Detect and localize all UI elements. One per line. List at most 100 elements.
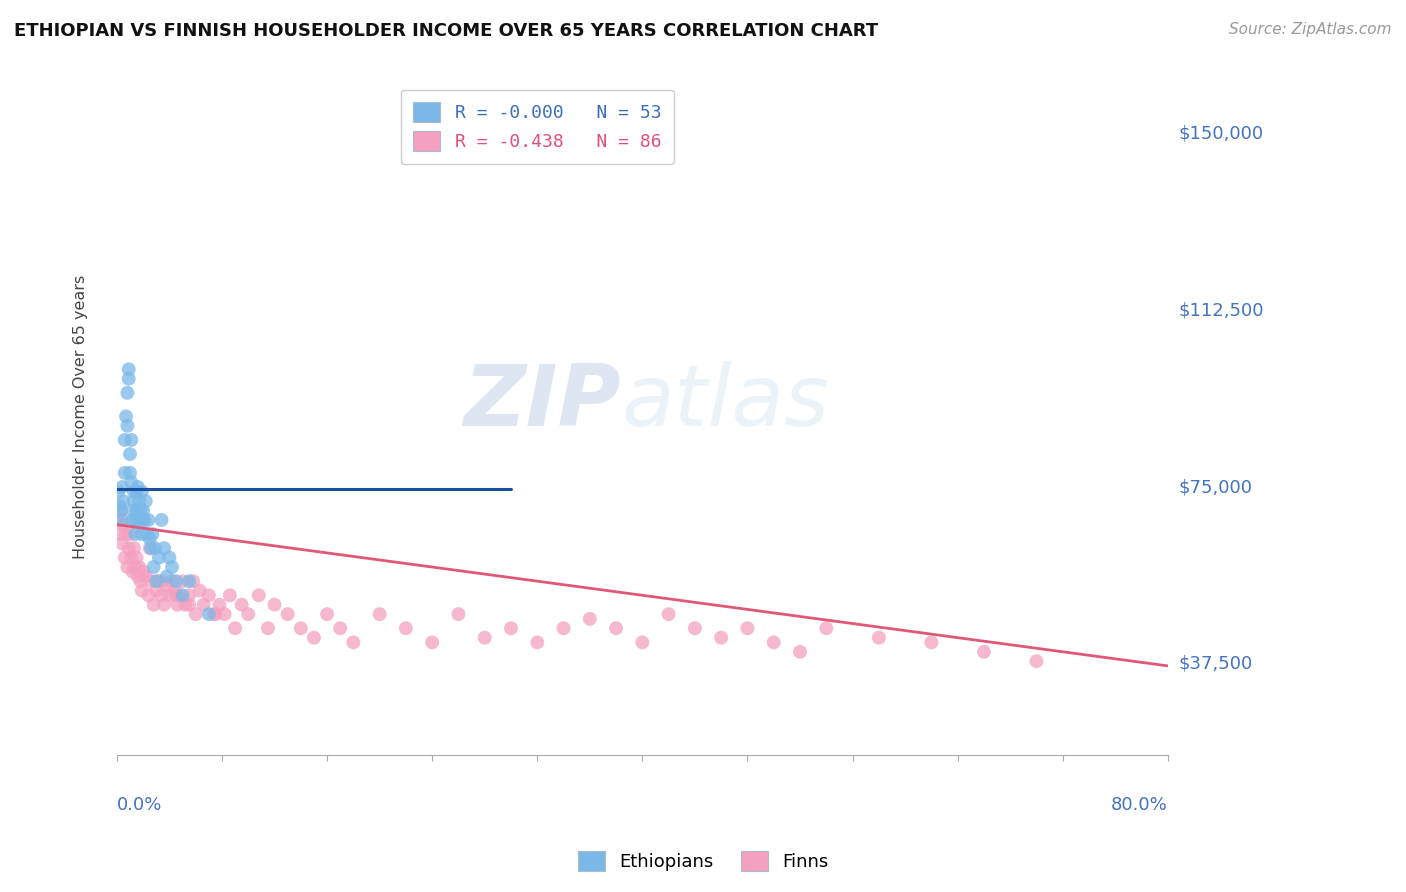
Point	[868, 631, 890, 645]
Point	[737, 621, 759, 635]
Point	[122, 541, 145, 556]
Point	[110, 503, 132, 517]
Point	[138, 532, 160, 546]
Point	[132, 513, 155, 527]
Point	[114, 550, 136, 565]
Text: $112,500: $112,500	[1180, 301, 1264, 319]
Point	[145, 583, 167, 598]
Point	[118, 372, 141, 386]
Point	[125, 550, 148, 565]
Point	[553, 621, 575, 635]
Point	[118, 541, 141, 556]
Point	[179, 574, 201, 589]
Point	[139, 574, 162, 589]
Point	[117, 560, 139, 574]
Point	[107, 513, 129, 527]
Point	[163, 583, 186, 598]
Point	[815, 621, 838, 635]
Point	[110, 503, 132, 517]
Point	[159, 588, 181, 602]
Point	[148, 550, 170, 565]
Point	[131, 484, 153, 499]
Point	[188, 583, 211, 598]
Point	[118, 447, 141, 461]
Point	[129, 503, 152, 517]
Point	[128, 494, 150, 508]
Point	[142, 598, 165, 612]
Point	[107, 484, 129, 499]
Point	[762, 635, 785, 649]
Point	[789, 645, 811, 659]
Point	[156, 579, 179, 593]
Point	[112, 517, 135, 532]
Point	[118, 466, 141, 480]
Text: $75,000: $75,000	[1180, 478, 1253, 496]
Point	[108, 499, 131, 513]
Point	[973, 645, 995, 659]
Point	[114, 433, 136, 447]
Point	[257, 621, 280, 635]
Point	[112, 494, 135, 508]
Point	[631, 635, 654, 649]
Point	[141, 527, 163, 541]
Point	[526, 635, 548, 649]
Point	[120, 475, 142, 490]
Point	[165, 588, 187, 602]
Point	[125, 484, 148, 499]
Point	[145, 574, 167, 589]
Point	[131, 527, 153, 541]
Point	[127, 569, 149, 583]
Point	[121, 503, 143, 517]
Point	[920, 635, 942, 649]
Point	[150, 588, 173, 602]
Point	[218, 588, 240, 602]
Point	[122, 484, 145, 499]
Point	[224, 621, 246, 635]
Point	[118, 527, 141, 541]
Point	[129, 574, 152, 589]
Point	[302, 631, 325, 645]
Point	[231, 598, 253, 612]
Point	[117, 385, 139, 400]
Point	[138, 541, 160, 556]
Point	[138, 588, 160, 602]
Text: Householder Income Over 65 years: Householder Income Over 65 years	[73, 274, 87, 558]
Point	[108, 527, 131, 541]
Point	[159, 550, 181, 565]
Point	[160, 574, 183, 589]
Point	[165, 574, 187, 589]
Point	[447, 607, 470, 621]
Point	[166, 598, 188, 612]
Point	[120, 550, 142, 565]
Point	[132, 503, 155, 517]
Point	[111, 536, 134, 550]
Point	[499, 621, 522, 635]
Point	[420, 635, 443, 649]
Point	[111, 513, 134, 527]
Point	[129, 513, 152, 527]
Point	[263, 598, 285, 612]
Point	[395, 621, 418, 635]
Point	[368, 607, 391, 621]
Point	[132, 565, 155, 579]
Point	[138, 513, 160, 527]
Point	[172, 574, 194, 589]
Point	[247, 588, 270, 602]
Text: $150,000: $150,000	[1180, 125, 1264, 143]
Point	[128, 560, 150, 574]
Point	[658, 607, 681, 621]
Point	[148, 574, 170, 589]
Point	[131, 583, 153, 598]
Point	[198, 607, 221, 621]
Point	[121, 565, 143, 579]
Point	[605, 621, 627, 635]
Point	[160, 560, 183, 574]
Point	[127, 513, 149, 527]
Text: ZIP: ZIP	[464, 361, 621, 444]
Point	[181, 574, 204, 589]
Point	[238, 607, 260, 621]
Point	[142, 560, 165, 574]
Point	[124, 560, 146, 574]
Point	[114, 466, 136, 480]
Text: atlas: atlas	[621, 361, 830, 444]
